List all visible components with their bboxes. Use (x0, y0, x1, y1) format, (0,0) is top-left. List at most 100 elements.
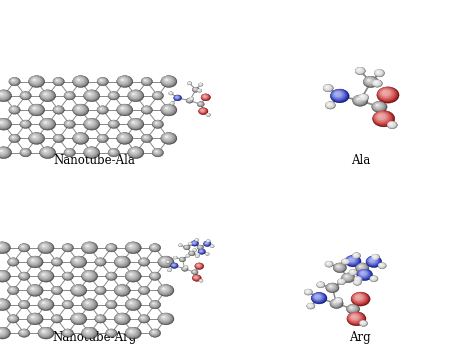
Circle shape (51, 286, 63, 295)
Circle shape (125, 327, 141, 338)
Circle shape (83, 243, 93, 250)
Circle shape (149, 329, 161, 337)
Circle shape (27, 285, 43, 296)
Circle shape (84, 90, 98, 100)
Circle shape (106, 329, 116, 336)
Circle shape (40, 328, 49, 335)
Circle shape (132, 93, 135, 95)
Circle shape (111, 94, 113, 95)
Circle shape (311, 293, 325, 303)
Circle shape (370, 276, 377, 281)
Circle shape (185, 266, 187, 267)
Circle shape (10, 135, 17, 140)
Circle shape (207, 240, 208, 241)
Circle shape (43, 120, 49, 125)
Circle shape (141, 77, 153, 86)
Circle shape (189, 251, 194, 255)
Circle shape (126, 327, 139, 338)
Circle shape (0, 271, 7, 280)
Circle shape (0, 242, 7, 251)
Circle shape (356, 277, 359, 280)
Circle shape (152, 149, 164, 157)
Circle shape (152, 330, 156, 334)
Circle shape (378, 87, 394, 100)
Circle shape (38, 242, 54, 253)
Circle shape (338, 279, 344, 283)
Circle shape (335, 92, 339, 95)
Circle shape (77, 107, 80, 110)
Circle shape (82, 327, 97, 338)
Circle shape (355, 254, 356, 255)
Circle shape (158, 285, 172, 295)
Circle shape (73, 104, 88, 115)
Circle shape (53, 106, 64, 114)
Circle shape (330, 299, 343, 308)
Circle shape (353, 294, 365, 302)
Circle shape (195, 239, 198, 241)
Circle shape (108, 92, 118, 99)
Circle shape (185, 266, 186, 267)
Circle shape (158, 256, 174, 268)
Circle shape (54, 135, 62, 141)
Circle shape (192, 87, 199, 92)
Circle shape (199, 83, 203, 86)
Circle shape (20, 120, 29, 127)
Circle shape (20, 92, 31, 100)
Circle shape (188, 82, 191, 84)
Circle shape (52, 315, 60, 321)
Circle shape (311, 292, 327, 303)
Circle shape (106, 301, 117, 309)
Circle shape (173, 95, 182, 101)
Circle shape (142, 135, 150, 141)
Circle shape (128, 118, 144, 130)
Circle shape (327, 103, 331, 106)
Circle shape (198, 102, 202, 105)
Circle shape (108, 120, 118, 127)
Circle shape (141, 106, 153, 114)
Circle shape (40, 90, 55, 101)
Circle shape (138, 286, 148, 294)
Circle shape (193, 271, 195, 272)
Circle shape (71, 313, 87, 325)
Circle shape (197, 264, 201, 267)
Circle shape (108, 149, 119, 157)
Circle shape (18, 244, 30, 252)
Circle shape (165, 135, 168, 138)
Circle shape (82, 299, 96, 309)
Circle shape (187, 82, 191, 85)
Circle shape (191, 241, 198, 245)
Circle shape (66, 150, 71, 153)
Circle shape (201, 94, 209, 99)
Circle shape (9, 106, 20, 114)
Circle shape (22, 93, 27, 96)
Circle shape (150, 301, 158, 307)
Circle shape (38, 327, 54, 338)
Circle shape (152, 149, 162, 156)
Circle shape (170, 102, 174, 105)
Circle shape (312, 293, 324, 302)
Circle shape (106, 272, 117, 280)
Circle shape (344, 260, 346, 262)
Circle shape (151, 244, 157, 249)
Circle shape (319, 283, 320, 285)
Circle shape (158, 285, 173, 296)
Circle shape (40, 90, 54, 100)
Circle shape (195, 239, 198, 241)
Circle shape (66, 93, 71, 96)
Circle shape (169, 92, 173, 95)
Circle shape (189, 242, 192, 245)
Circle shape (54, 288, 56, 290)
Circle shape (0, 299, 7, 308)
Circle shape (54, 316, 58, 320)
Circle shape (121, 78, 124, 81)
Circle shape (73, 258, 81, 263)
Circle shape (67, 151, 69, 152)
Circle shape (158, 313, 173, 324)
Circle shape (360, 94, 366, 99)
Circle shape (348, 257, 355, 262)
Circle shape (154, 92, 160, 97)
Circle shape (53, 77, 64, 86)
Circle shape (116, 286, 126, 293)
Circle shape (149, 244, 159, 251)
Circle shape (346, 304, 360, 314)
